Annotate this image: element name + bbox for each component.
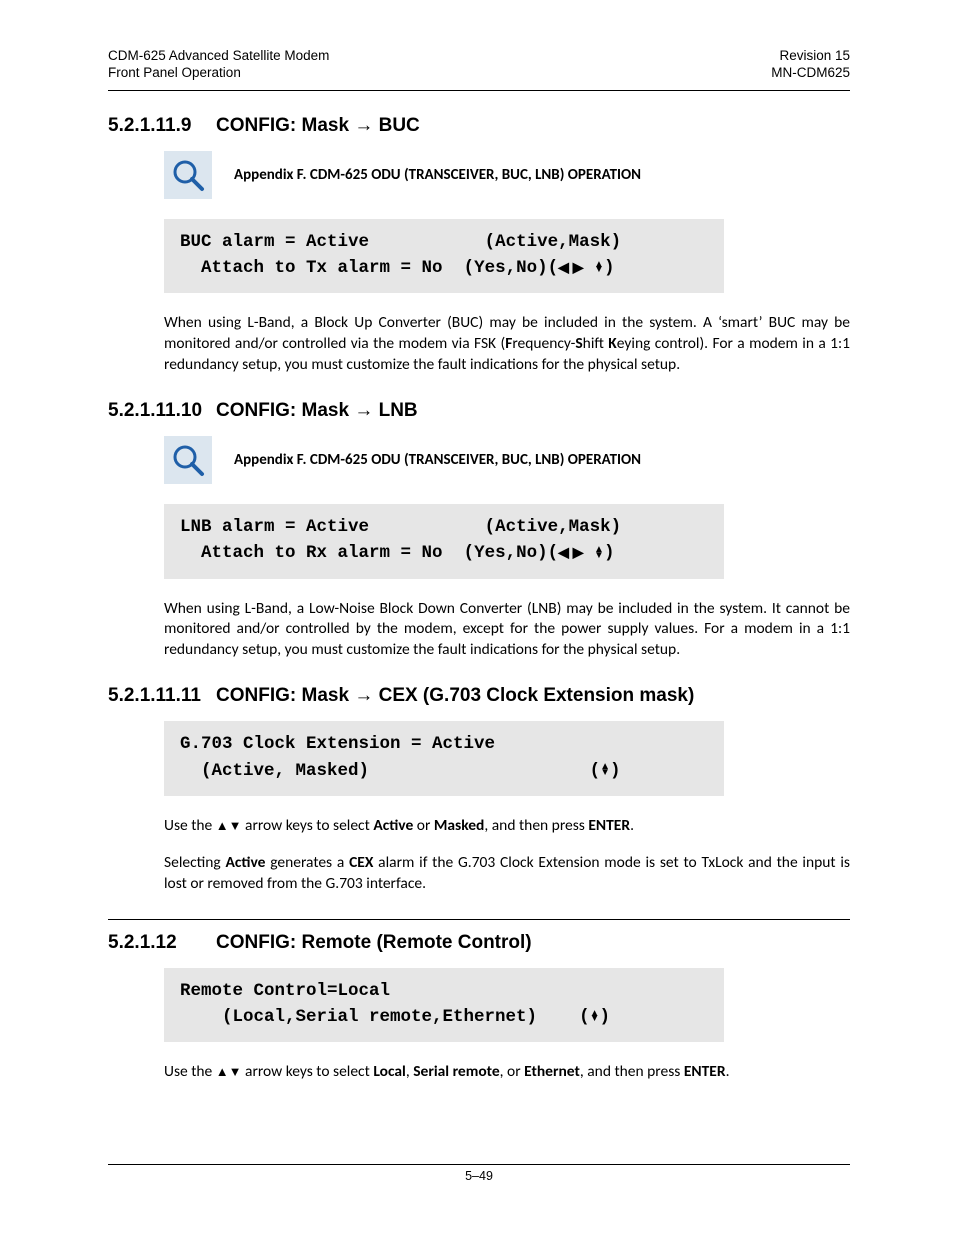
arrow-right-icon: → xyxy=(354,685,373,706)
magnifier-icon xyxy=(164,151,212,199)
bold-text: Serial remote xyxy=(413,1062,499,1081)
header-rule xyxy=(108,90,850,91)
arrow-right-icon: → xyxy=(354,115,373,136)
text: , or xyxy=(500,1062,524,1081)
arrow-right-icon: → xyxy=(354,400,373,421)
text: arrow keys to select xyxy=(242,816,374,835)
heading-text-pre: CONFIG: Mask xyxy=(216,115,354,136)
text: Use the xyxy=(164,816,216,835)
appendix-reference: Appendix F. CDM-625 ODU (TRANSCEIVER, BU… xyxy=(164,436,850,484)
body-paragraph: When using L-Band, a Block Up Converter … xyxy=(164,313,850,376)
lcd-line: Remote Control=Local xyxy=(180,981,390,1001)
heading-number: 5.2.1.11.11 xyxy=(108,685,216,707)
nav-left-right-icon: ◀ ▶ xyxy=(558,259,583,275)
bold-text: Active xyxy=(226,853,266,872)
heading-number: 5.2.1.11.9 xyxy=(108,115,216,137)
nav-up-down-icon: ▲▼ xyxy=(594,262,604,273)
heading-number: 5.2.1.12 xyxy=(108,932,216,954)
appendix-label: Appendix F. CDM-625 ODU (TRANSCEIVER, BU… xyxy=(234,166,641,184)
appendix-reference: Appendix F. CDM-625 ODU (TRANSCEIVER, BU… xyxy=(164,151,850,199)
lcd-display-lnb: LNB alarm = Active (Active,Mask) Attach … xyxy=(164,504,724,579)
lcd-line: (Yes,No)( xyxy=(464,543,559,563)
text: , and then press xyxy=(580,1062,684,1081)
lcd-display-cex: G.703 Clock Extension = Active (Active, … xyxy=(164,721,724,796)
heading-text-post: BUC xyxy=(373,115,419,136)
heading-text-pre: CONFIG: Mask xyxy=(216,400,354,421)
body-paragraph: Use the ▲▼ arrow keys to select Local, S… xyxy=(164,1062,850,1083)
lcd-line: (Active, Masked) xyxy=(180,761,369,781)
text: or xyxy=(413,816,434,835)
body-paragraph: Use the ▲▼ arrow keys to select Active o… xyxy=(164,816,850,837)
heading-mask-buc: 5.2.1.11.9CONFIG: Mask → BUC xyxy=(108,115,850,137)
lcd-display-remote: Remote Control=Local (Local,Serial remot… xyxy=(164,968,724,1043)
page-content: CDM-625 Advanced Satellite Modem Front P… xyxy=(108,48,850,1099)
body-paragraph: Selecting Active generates a CEX alarm i… xyxy=(164,853,850,895)
lcd-line: BUC alarm = Active xyxy=(180,232,369,252)
lcd-line: LNB alarm = Active xyxy=(180,517,369,537)
heading-mask-lnb: 5.2.1.11.10CONFIG: Mask → LNB xyxy=(108,400,850,422)
bold-text: CEX xyxy=(349,853,373,872)
page-number: 5–49 xyxy=(465,1169,493,1183)
body-paragraph: When using L-Band, a Low-Noise Block Dow… xyxy=(164,599,850,662)
lcd-line: (Yes,No)( xyxy=(464,258,559,278)
nav-up-down-icon: ▲▼ xyxy=(600,764,610,775)
lcd-line: Attach to Tx alarm = No xyxy=(180,258,443,278)
running-header: CDM-625 Advanced Satellite Modem Front P… xyxy=(108,48,850,82)
heading-mask-cex: 5.2.1.11.11CONFIG: Mask → CEX (G.703 Clo… xyxy=(108,685,850,707)
up-down-arrows-icon: ▲▼ xyxy=(216,818,242,833)
lcd-line: (Active,Mask) xyxy=(485,517,622,537)
nav-left-right-icon: ◀ ▶ xyxy=(558,544,583,560)
bold-text: Local xyxy=(373,1062,406,1081)
lcd-display-buc: BUC alarm = Active (Active,Mask) Attach … xyxy=(164,219,724,294)
header-right-line2: MN-CDM625 xyxy=(771,65,850,80)
text: . xyxy=(630,816,634,835)
heading-text-pre: CONFIG: Mask xyxy=(216,685,354,706)
text: , and then press xyxy=(484,816,588,835)
header-left-line2: Front Panel Operation xyxy=(108,65,241,80)
footer-rule xyxy=(108,1164,850,1165)
nav-up-down-icon: ▲▼ xyxy=(594,547,604,558)
heading-number: 5.2.1.11.10 xyxy=(108,400,216,422)
lcd-line: G.703 Clock Extension = Active xyxy=(180,734,495,754)
appendix-label: Appendix F. CDM-625 ODU (TRANSCEIVER, BU… xyxy=(234,451,641,469)
heading-text: CONFIG: Remote (Remote Control) xyxy=(216,932,532,953)
lcd-line: Attach to Rx alarm = No xyxy=(180,543,443,563)
text: Use the xyxy=(164,1062,216,1081)
text: generates a xyxy=(265,853,349,872)
page-footer: 5–49 xyxy=(108,1164,850,1183)
text: Selecting xyxy=(164,853,226,872)
header-left: CDM-625 Advanced Satellite Modem Front P… xyxy=(108,48,329,82)
bold-text: Active xyxy=(373,816,413,835)
heading-remote: 5.2.1.12CONFIG: Remote (Remote Control) xyxy=(108,932,850,954)
bold-text: ENTER xyxy=(684,1062,726,1081)
lcd-line: (Local,Serial remote,Ethernet) xyxy=(180,1007,537,1027)
bold-text: ENTER xyxy=(588,816,630,835)
lcd-line: (Active,Mask) xyxy=(485,232,622,252)
header-left-line1: CDM-625 Advanced Satellite Modem xyxy=(108,48,329,63)
heading-text-post: CEX (G.703 Clock Extension mask) xyxy=(373,685,694,706)
heading-text-post: LNB xyxy=(373,400,417,421)
section-rule xyxy=(108,919,850,920)
magnifier-icon xyxy=(164,436,212,484)
bold-text: Ethernet xyxy=(524,1062,580,1081)
header-right: Revision 15 MN-CDM625 xyxy=(771,48,850,82)
up-down-arrows-icon: ▲▼ xyxy=(216,1064,242,1079)
bold-text: Masked xyxy=(434,816,485,835)
nav-up-down-icon: ▲▼ xyxy=(590,1011,600,1022)
header-right-line1: Revision 15 xyxy=(779,48,850,63)
text: . xyxy=(726,1062,730,1081)
text: arrow keys to select xyxy=(242,1062,374,1081)
